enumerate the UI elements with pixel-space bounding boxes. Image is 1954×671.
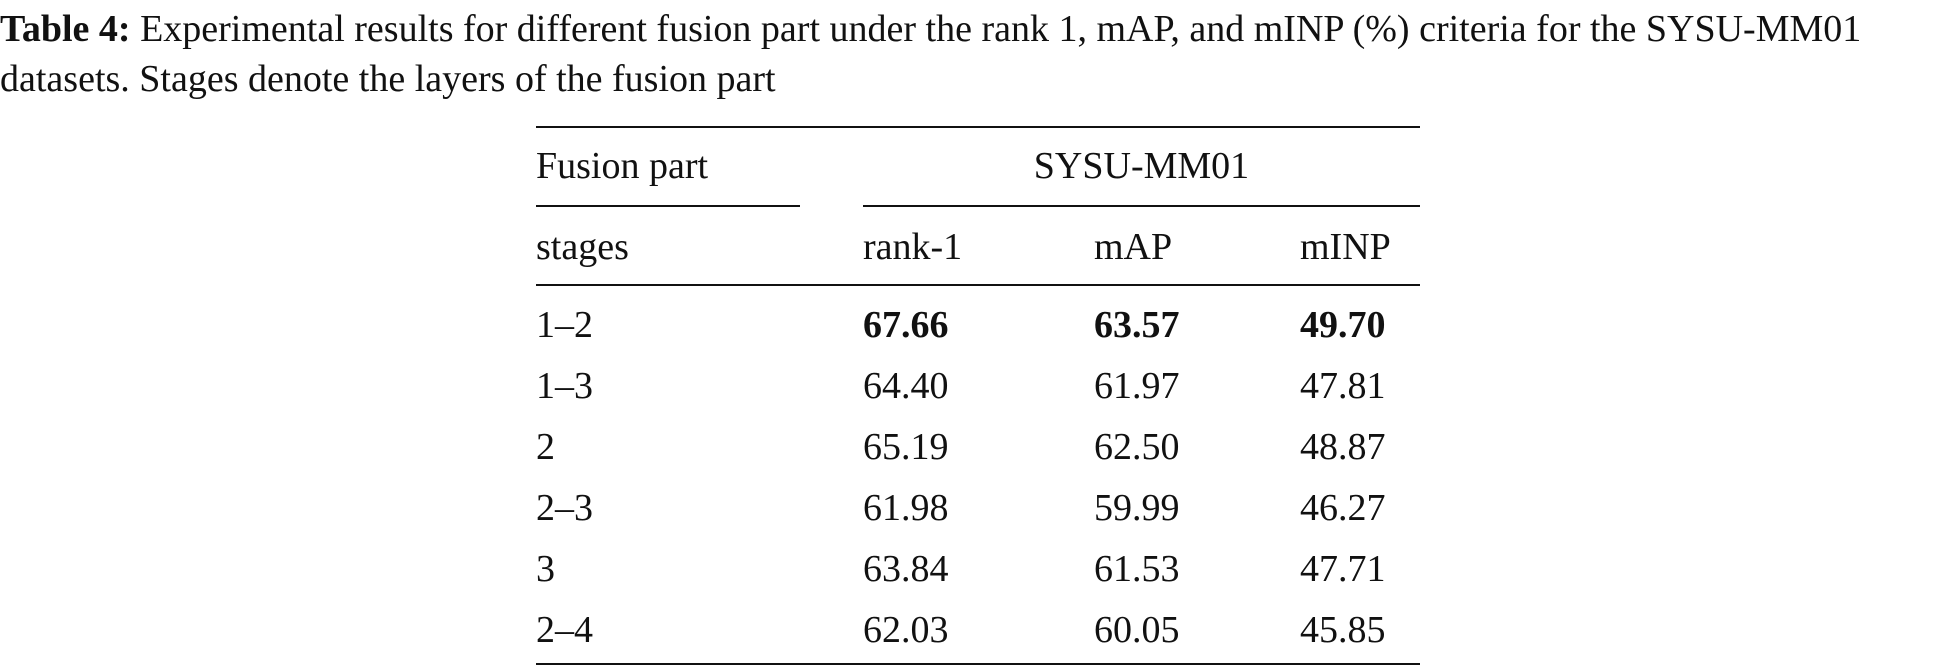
header-cell: mINP <box>1300 226 1391 268</box>
table-cell: 49.70 <box>1300 304 1386 346</box>
table-cell: 65.19 <box>863 426 949 468</box>
table-cell: 61.97 <box>1094 365 1180 407</box>
table-cell: 61.53 <box>1094 548 1180 590</box>
caption-label: Table 4: <box>0 8 131 50</box>
header-cell: Fusion part <box>536 145 709 187</box>
table-cell: 1–3 <box>536 365 593 407</box>
table-cell: 47.71 <box>1300 548 1386 590</box>
table-cell: 47.81 <box>1300 365 1386 407</box>
table-cell: 62.50 <box>1094 426 1180 468</box>
table-cell: 67.66 <box>863 304 949 346</box>
table-cell: 2–3 <box>536 487 593 529</box>
table-cell: 3 <box>536 548 555 590</box>
table-cell: 62.03 <box>863 609 949 651</box>
caption: Table 4: Experimental results for differ… <box>0 4 1954 104</box>
table-cell: 59.99 <box>1094 487 1180 529</box>
table-cell: 46.27 <box>1300 487 1386 529</box>
header-cell: stages <box>536 226 629 268</box>
mid-rule <box>536 284 1420 286</box>
table-cell: 60.05 <box>1094 609 1180 651</box>
group-rule <box>863 205 1420 207</box>
table-cell: 64.40 <box>863 365 949 407</box>
header-cell: rank-1 <box>863 226 963 268</box>
table-cell: 63.57 <box>1094 304 1180 346</box>
top-rule <box>536 126 1420 128</box>
table-cell: 2 <box>536 426 555 468</box>
header-cell: mAP <box>1094 226 1173 268</box>
caption-text: Experimental results for different fusio… <box>0 8 1862 100</box>
header-cell: SYSU-MM01 <box>1033 145 1250 187</box>
table-cell: 63.84 <box>863 548 949 590</box>
table-cell: 61.98 <box>863 487 949 529</box>
group-rule <box>536 205 800 207</box>
table-cell: 48.87 <box>1300 426 1386 468</box>
bottom-rule <box>536 663 1420 665</box>
table-cell: 1–2 <box>536 304 593 346</box>
table-cell: 45.85 <box>1300 609 1386 651</box>
table-cell: 2–4 <box>536 609 593 651</box>
